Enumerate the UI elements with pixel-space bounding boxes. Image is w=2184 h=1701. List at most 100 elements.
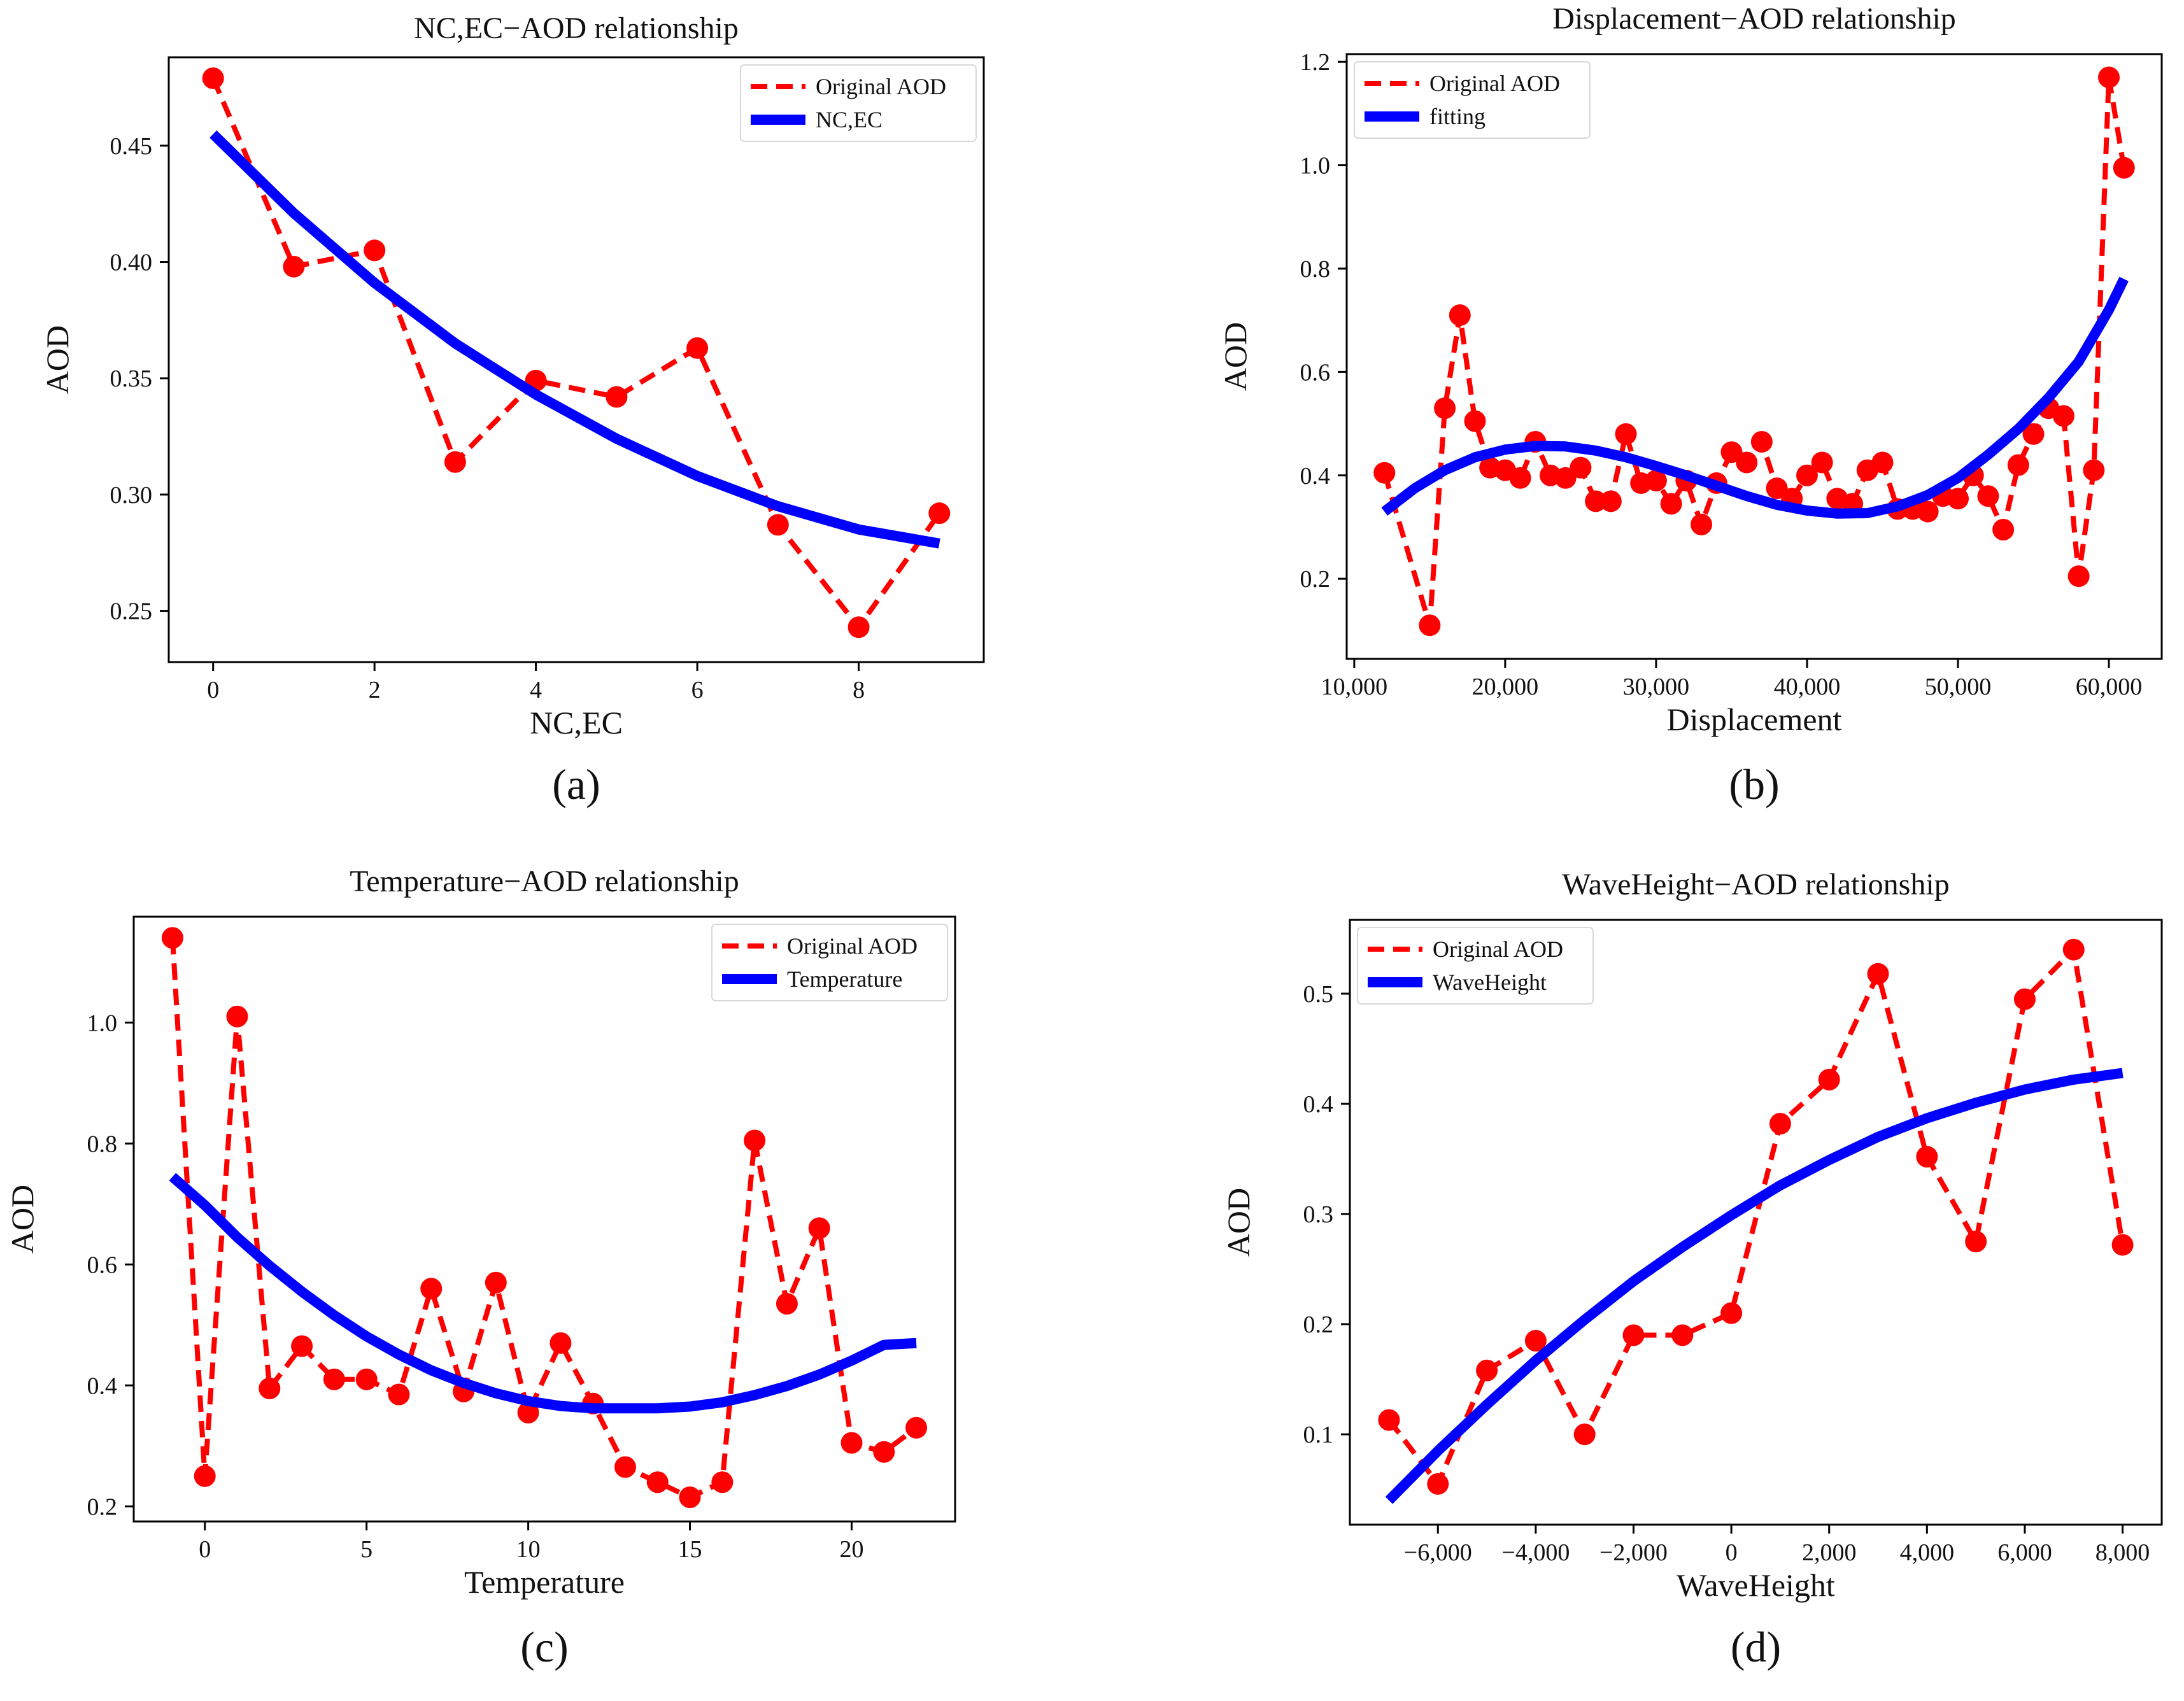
original-aod-point	[744, 1129, 766, 1152]
original-aod-point	[646, 1471, 669, 1493]
x-axis-label: WaveHeight	[1677, 1567, 1835, 1603]
panel-label: (c)	[520, 1623, 568, 1671]
x-tick-label: 10,000	[1321, 674, 1388, 700]
original-aod-point	[767, 514, 789, 536]
x-axis-label: Temperature	[464, 1564, 625, 1600]
fit-line	[1385, 1068, 2124, 1504]
legend: Original AOD fitting	[1354, 61, 1591, 139]
original-aod-point	[1992, 519, 2015, 541]
y-tick-label: 0.30	[110, 482, 153, 509]
original-aod-point	[1720, 1302, 1743, 1324]
original-aod-point	[517, 1402, 539, 1423]
chart-title: Displacement−AOD relationship	[1552, 2, 1956, 36]
plot-frame	[1349, 919, 2163, 1526]
original-aod-point	[226, 1005, 248, 1027]
original-aod-point	[1769, 1113, 1791, 1135]
original-aod-point	[388, 1383, 410, 1406]
y-axis-label: AOD	[39, 325, 75, 394]
original-aod-point	[1373, 462, 1396, 484]
original-aod-point	[1671, 1324, 1694, 1346]
legend-entry-label: NC,EC	[816, 107, 883, 132]
legend-entry-label: Original AOD	[1433, 936, 1563, 962]
original-aod-point	[711, 1471, 734, 1493]
y-tick-label: 0.4	[87, 1373, 118, 1399]
y-tick-label: 0.1	[1303, 1422, 1334, 1448]
legend-entry-label: fitting	[1429, 104, 1486, 129]
y-tick-label: 1.0	[1300, 153, 1331, 180]
original-aod-point	[2007, 454, 2029, 476]
y-tick-label: 0.8	[1300, 256, 1331, 283]
original-aod-point	[679, 1486, 701, 1508]
original-aod-point	[444, 451, 466, 473]
original-aod-point	[1766, 477, 1788, 500]
panel-c: Temperature−AOD relationship 0 5 10 15 20 0.2 0…	[4, 865, 956, 1671]
original-aod-point	[1449, 304, 1471, 327]
original-aod-point	[259, 1378, 281, 1399]
original-aod-point	[1811, 451, 1833, 474]
original-aod-point	[1645, 469, 1667, 491]
y-axis-label: AOD	[4, 1185, 40, 1253]
x-tick-label: −2,000	[1599, 1539, 1668, 1566]
x-tick-label: 8	[853, 677, 865, 703]
original-aod-point	[1554, 467, 1577, 489]
plot-frame	[1345, 53, 2163, 660]
fit-line	[209, 130, 940, 549]
x-tick-label: 15	[678, 1536, 702, 1563]
legend-entry-label: Original AOD	[816, 74, 946, 99]
original-aod-point	[840, 1432, 863, 1454]
original-aod-point	[1573, 1423, 1596, 1446]
panel-label: (a)	[552, 760, 600, 808]
original-aod-point	[1419, 614, 1441, 637]
x-tick-label: 2,000	[1802, 1539, 1857, 1566]
y-tick-label: 0.8	[87, 1131, 118, 1157]
x-tick-label: 0	[1726, 1539, 1738, 1566]
x-tick-label: 4	[530, 677, 542, 703]
y-tick-label: 0.25	[110, 598, 153, 625]
original-aod-point	[364, 239, 386, 262]
y-tick-label: 0.2	[1303, 1311, 1334, 1338]
x-tick-label: 30,000	[1623, 674, 1690, 700]
original-aod-point	[1691, 513, 1713, 535]
panel-d: WaveHeight−AOD relationship −6,000 −4,000 −…	[1221, 868, 2163, 1671]
x-tick-label: 6	[691, 677, 704, 703]
x-tick-label: 8,000	[2095, 1539, 2150, 1566]
original-aod-point	[291, 1335, 313, 1357]
legend-entry-label: Original AOD	[787, 933, 918, 959]
chart-title: Temperature−AOD relationship	[350, 865, 739, 898]
original-aod-point	[485, 1271, 507, 1294]
panel-label: (d)	[1731, 1623, 1781, 1671]
x-tick-label: 5	[360, 1536, 372, 1563]
original-aod-point	[194, 1465, 216, 1487]
x-tick-label: 10	[516, 1536, 541, 1563]
y-axis-label: AOD	[1217, 322, 1253, 391]
original-aod-point	[2022, 423, 2045, 445]
original-aod-point	[776, 1293, 798, 1315]
original-aod-point	[1427, 1472, 1449, 1495]
y-axis-label: AOD	[1221, 1188, 1256, 1257]
original-aod-point	[1615, 423, 1637, 445]
original-aod-point	[355, 1368, 378, 1390]
plot-frame	[167, 56, 985, 663]
original-aod-point	[2111, 1234, 2134, 1256]
x-tick-label: 40,000	[1774, 674, 1841, 700]
chart-title: WaveHeight−AOD relationship	[1562, 868, 1949, 901]
y-tick-label: 1.2	[1300, 49, 1331, 76]
chart-title: NC,EC−AOD relationship	[414, 11, 739, 45]
original-aod-point	[1476, 1359, 1498, 1381]
original-aod-point	[1796, 464, 1818, 486]
x-tick-label: −4,000	[1501, 1539, 1570, 1566]
plot-frame	[132, 915, 956, 1523]
x-tick-label: 2	[369, 677, 381, 703]
fit-line	[1381, 276, 2129, 519]
panel-a: NC,EC−AOD relationship 0 2 4 6 8 0.25 0.30 0.35 0…	[39, 11, 985, 808]
original-aod-point	[1585, 490, 1607, 512]
original-aod-point	[1434, 397, 1456, 420]
original-aod-point	[1867, 963, 1889, 985]
legend-entry-label: Temperature	[787, 966, 902, 992]
y-tick-label: 0.35	[110, 365, 153, 392]
legend-entry-label: WaveHeight	[1433, 970, 1547, 995]
y-tick-label: 0.40	[110, 250, 153, 276]
original-aod-line	[169, 938, 918, 1500]
original-aod-point	[1509, 467, 1531, 489]
